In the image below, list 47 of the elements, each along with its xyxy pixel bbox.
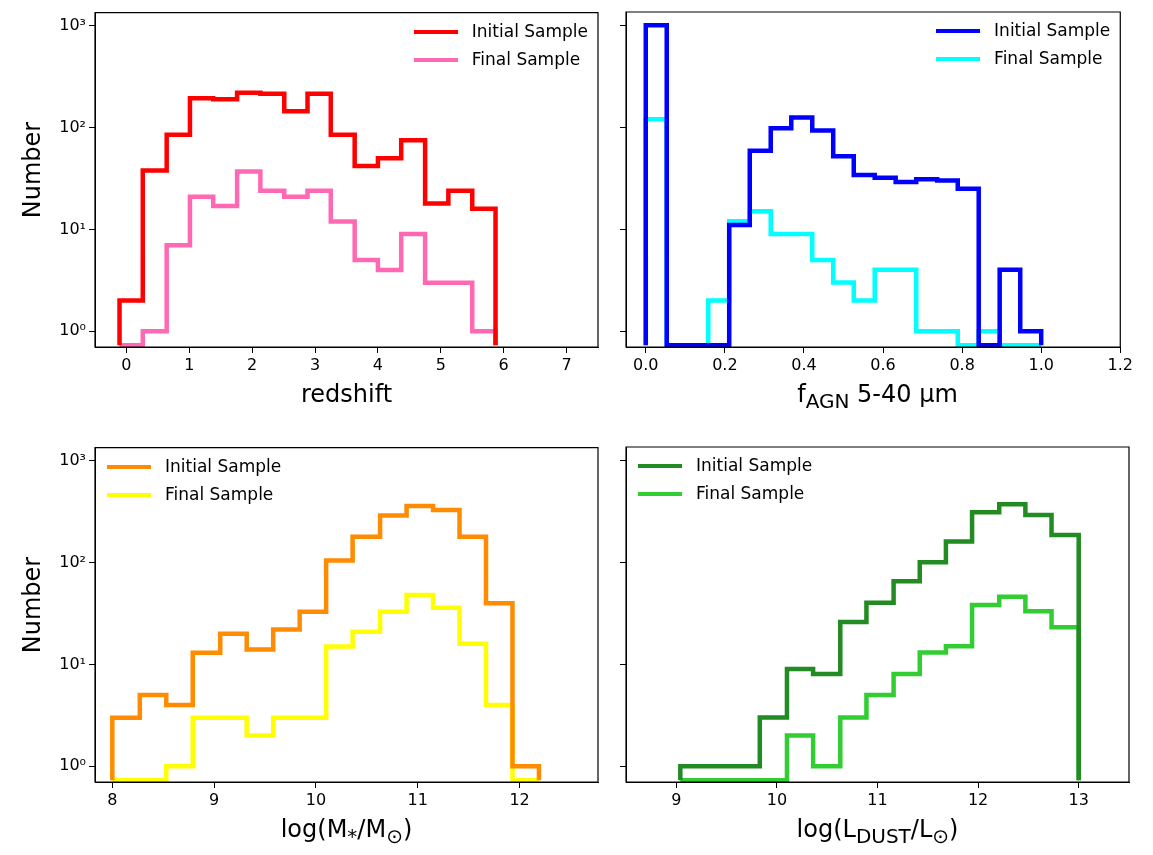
x-tick-label: 11 <box>407 789 428 809</box>
legend-label: Final Sample <box>993 47 1104 70</box>
x-tick-label: 5 <box>435 354 446 374</box>
y-tick-label: 10³ <box>59 450 86 470</box>
x-tick-label: 9 <box>671 789 682 809</box>
legend-label: Initial Sample <box>164 454 282 478</box>
y-axis-title: Number <box>18 121 46 219</box>
x-tick-label: 1.2 <box>1107 354 1133 374</box>
x-tick-label: 10 <box>766 789 788 809</box>
legend-label: Final Sample <box>470 47 582 71</box>
x-tick-label: 0.0 <box>633 354 659 374</box>
x-tick-label: 0.4 <box>791 354 817 374</box>
legend-label: Final Sample <box>695 482 806 505</box>
y-tick-label: 10¹ <box>59 653 86 673</box>
x-axis-title: f$_{AGN}$ 5-40 μm <box>796 380 959 413</box>
x-tick-label: 8 <box>107 789 118 809</box>
y-tick-label: 10² <box>59 116 86 136</box>
x-tick-label: 4 <box>372 354 384 374</box>
x-tick-label: 2 <box>247 354 258 374</box>
x-tick-label: 0.6 <box>870 354 896 374</box>
x-tick-label: 3 <box>309 354 321 374</box>
y-tick-label: 10² <box>59 551 86 571</box>
x-tick-label: 0.8 <box>949 354 975 374</box>
x-tick-label: 0.2 <box>712 354 738 374</box>
legend-label: Initial Sample <box>470 19 588 43</box>
x-tick-label: 1.0 <box>1028 354 1054 374</box>
legend-label: Initial Sample <box>993 19 1111 42</box>
legend-label: Initial Sample <box>695 454 813 477</box>
x-tick-label: 10 <box>305 789 327 809</box>
x-tick-label: 7 <box>561 354 572 374</box>
x-tick-label: 13 <box>1068 789 1089 809</box>
x-tick-label: 0 <box>121 354 132 374</box>
x-tick-label: 12 <box>509 789 530 809</box>
y-axis-title: Number <box>18 556 46 654</box>
y-tick-label: 10⁰ <box>59 320 86 340</box>
x-axis-title: redshift <box>299 380 394 408</box>
x-axis-title: log(M$_{*}$/M$_{⊙}$) <box>279 815 414 848</box>
x-tick-label: 1 <box>184 354 195 374</box>
x-tick-label: 6 <box>498 354 509 374</box>
y-tick-label: 10¹ <box>59 218 86 238</box>
x-tick-label: 11 <box>867 789 888 809</box>
y-tick-label: 10³ <box>59 15 86 35</box>
x-tick-label: 9 <box>209 789 220 809</box>
x-axis-title: log(L$_{DUST}$/L$_{⊙}$) <box>795 815 960 848</box>
legend-label: Final Sample <box>164 482 275 506</box>
x-tick-label: 12 <box>967 789 989 809</box>
y-tick-label: 10⁰ <box>59 755 86 775</box>
